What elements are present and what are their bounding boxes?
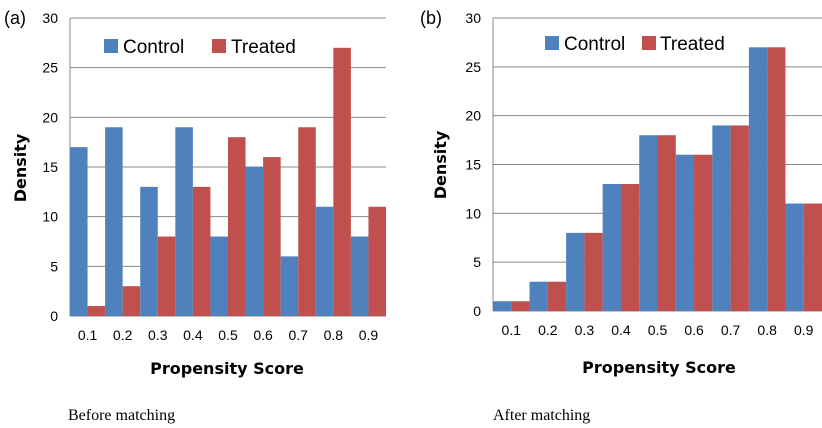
y-tick-label: 0 <box>473 303 481 319</box>
y-tick-labels: 0 5 10 15 20 25 30 <box>465 10 481 319</box>
bar-control-0.5 <box>210 236 228 316</box>
bar-treated-0.7 <box>298 127 316 317</box>
bar-control-0.4 <box>602 184 621 311</box>
bar-treated-0.1 <box>511 301 530 311</box>
x-tick-label: 0.5 <box>648 322 668 338</box>
bar-treated-0.1 <box>87 306 106 316</box>
x-tick-label: 0.7 <box>721 322 741 338</box>
x-tick-label: 0.4 <box>611 322 631 338</box>
bars <box>70 47 386 317</box>
bar-control-0.6 <box>245 167 264 316</box>
x-tick-label: 0.1 <box>78 327 98 343</box>
bar-treated-0.5 <box>657 135 676 311</box>
x-tick-labels: 0.1 0.2 0.3 0.4 0.5 0.6 0.7 0.8 0.9 <box>78 327 379 343</box>
legend-label-control: Control <box>564 34 625 55</box>
x-tick-label: 0.3 <box>148 327 168 343</box>
caption: Before matching <box>68 407 175 424</box>
bar-treated-0.7 <box>730 125 749 311</box>
y-tick-label: 10 <box>42 209 58 225</box>
legend-swatch-control <box>545 36 559 50</box>
legend-swatch-treated <box>642 36 656 50</box>
x-tick-label: 0.7 <box>288 327 308 343</box>
legend-label-treated: Treated <box>231 37 296 58</box>
x-tick-label: 0.3 <box>575 322 595 338</box>
legend-swatch-control <box>104 39 118 53</box>
y-tick-label: 20 <box>465 108 481 124</box>
legend: Control Treated <box>104 37 296 58</box>
legend-label-treated: Treated <box>660 34 725 55</box>
bar-control-0.1 <box>493 301 512 311</box>
bar-control-0.5 <box>639 135 658 311</box>
legend: Control Treated <box>545 34 725 55</box>
y-axis-title: Density <box>11 133 30 202</box>
x-tick-label: 0.8 <box>324 327 344 343</box>
y-tick-label: 30 <box>465 10 481 26</box>
y-tick-labels: 0 5 10 15 20 25 30 <box>42 10 58 324</box>
x-axis-title: Propensity Score <box>582 358 736 377</box>
y-tick-label: 20 <box>42 109 58 125</box>
bar-treated-0.4 <box>620 184 640 311</box>
y-tick-label: 15 <box>42 159 58 175</box>
y-tick-label: 25 <box>465 59 481 75</box>
bar-treated-0.9 <box>368 206 386 316</box>
bar-control-0.2 <box>529 281 548 311</box>
bar-control-0.3 <box>140 186 158 316</box>
bar-control-0.4 <box>175 127 193 317</box>
bar-control-0.9 <box>350 236 369 316</box>
bar-treated-0.8 <box>767 47 786 312</box>
panel-label: (b) <box>420 8 442 28</box>
y-tick-label: 30 <box>42 10 58 26</box>
bar-treated-0.2 <box>547 281 567 311</box>
panel-label: (a) <box>4 8 26 28</box>
y-tick-label: 10 <box>465 205 481 221</box>
y-tick-label: 25 <box>42 60 58 76</box>
x-tick-label: 0.1 <box>502 322 522 338</box>
bar-treated-0.2 <box>122 286 141 316</box>
x-tick-label: 0.4 <box>183 327 203 343</box>
x-tick-label: 0.2 <box>113 327 133 343</box>
bar-treated-0.3 <box>584 232 603 311</box>
bar-control-0.9 <box>785 203 804 311</box>
x-tick-label: 0.8 <box>757 322 777 338</box>
y-tick-label: 5 <box>50 258 58 274</box>
bar-control-0.3 <box>566 232 585 311</box>
bar-treated-0.6 <box>263 157 281 316</box>
bar-control-0.2 <box>105 127 123 317</box>
y-tick-label: 5 <box>473 254 481 270</box>
bar-treated-0.5 <box>228 137 246 316</box>
x-tick-label: 0.5 <box>218 327 238 343</box>
y-axis-title: Density <box>431 130 450 199</box>
bar-control-0.8 <box>315 206 334 316</box>
x-axis-title: Propensity Score <box>150 359 304 378</box>
bar-control-0.7 <box>280 256 299 316</box>
y-tick-label: 15 <box>465 157 481 173</box>
y-tick-label: 0 <box>50 308 58 324</box>
bar-treated-0.9 <box>803 203 822 311</box>
bar-treated-0.4 <box>192 186 211 316</box>
caption: After matching <box>493 407 590 424</box>
legend-label-control: Control <box>123 37 184 58</box>
x-tick-label: 0.9 <box>359 327 379 343</box>
bars <box>493 47 822 312</box>
x-tick-label: 0.9 <box>794 322 814 338</box>
bar-control-0.1 <box>70 147 88 316</box>
legend-swatch-treated <box>212 39 226 53</box>
bar-treated-0.6 <box>694 154 713 311</box>
x-tick-label: 0.6 <box>684 322 704 338</box>
bar-treated-0.8 <box>333 47 351 317</box>
bar-control-0.7 <box>712 125 731 311</box>
x-tick-labels: 0.1 0.2 0.3 0.4 0.5 0.6 0.7 0.8 0.9 <box>502 322 814 338</box>
x-tick-label: 0.2 <box>538 322 558 338</box>
bar-treated-0.3 <box>157 236 176 316</box>
bar-control-0.8 <box>748 47 768 312</box>
x-tick-label: 0.6 <box>253 327 273 343</box>
bar-control-0.6 <box>675 154 695 311</box>
